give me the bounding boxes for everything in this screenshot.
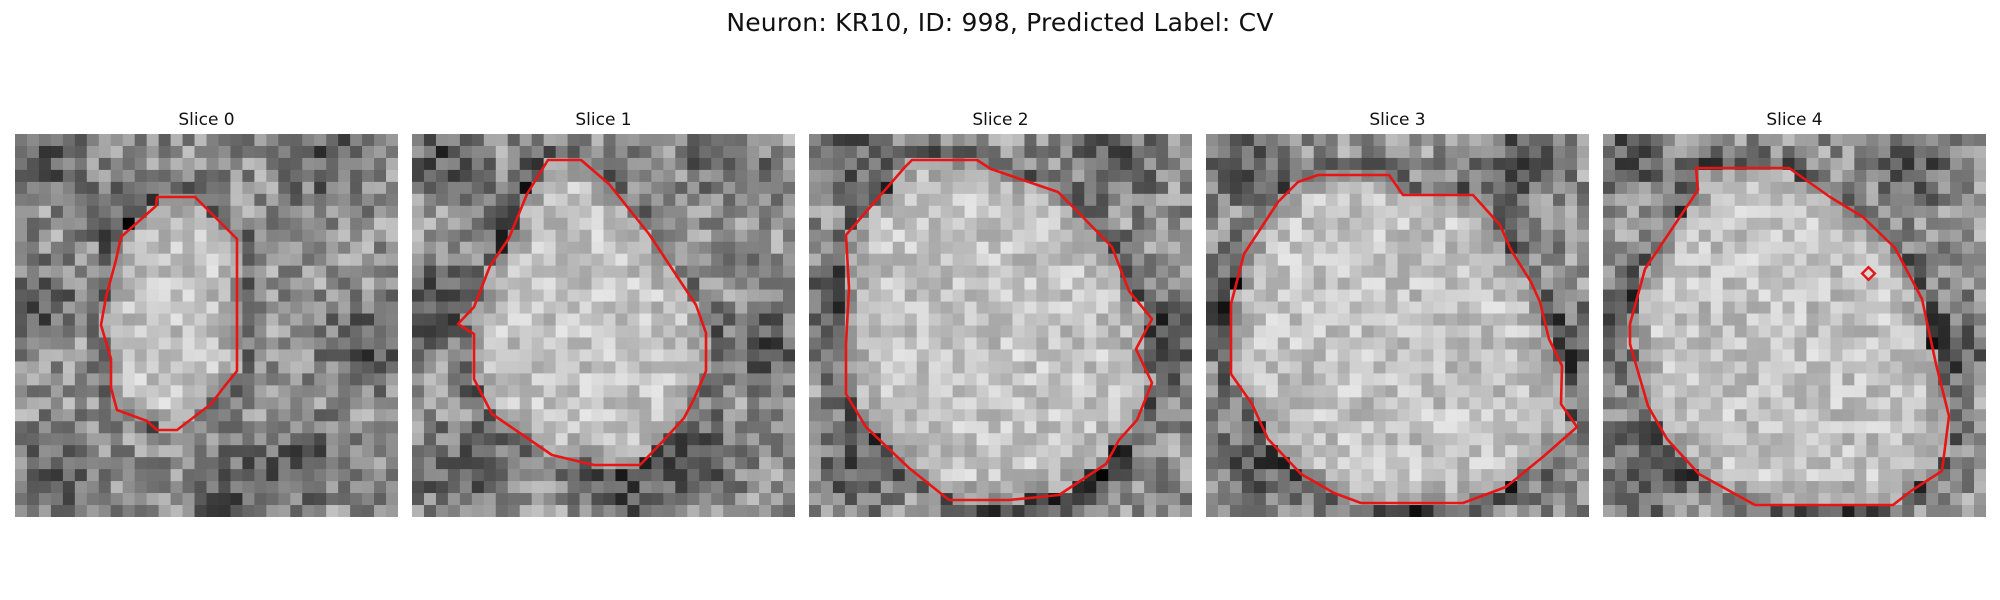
- slice-panel-3: Slice 3: [1206, 108, 1589, 524]
- slice-title-4: Slice 4: [1766, 110, 1823, 130]
- slice-image-4: [1603, 134, 1986, 517]
- slice-title-0: Slice 0: [178, 110, 235, 130]
- slice-panel-1: Slice 1: [412, 108, 795, 524]
- cell-contour-1: [456, 158, 708, 467]
- slice-panel-0: Slice 0: [15, 108, 398, 524]
- slice-panel-4: Slice 4: [1603, 108, 1986, 524]
- figure-title: Neuron: KR10, ID: 998, Predicted Label: …: [726, 8, 1274, 37]
- slice-panel-2: Slice 2: [809, 108, 1192, 524]
- slice-image-1: [412, 134, 795, 517]
- slice-image-3: [1206, 134, 1589, 517]
- cell-contour-2: [844, 158, 1154, 502]
- slice-image-2: [809, 134, 1192, 517]
- cell-contour-3: [1229, 173, 1579, 505]
- slice-title-3: Slice 3: [1369, 110, 1426, 130]
- cell-contour-4: [1628, 166, 1951, 507]
- slice-image-0: [15, 134, 398, 517]
- small-contour-4: [1860, 265, 1877, 282]
- slice-title-2: Slice 2: [972, 110, 1029, 130]
- slice-title-1: Slice 1: [575, 110, 632, 130]
- cell-contour-0: [99, 195, 239, 432]
